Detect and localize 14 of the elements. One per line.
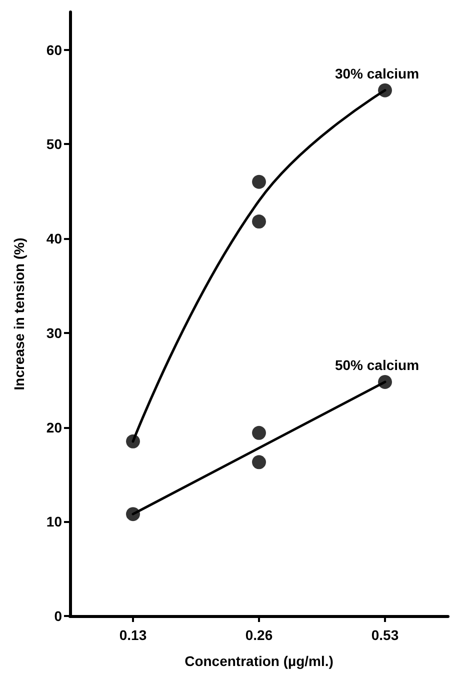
series-label: 30% calcium [334,65,420,82]
x-tick-label: 0.13 [119,627,147,643]
x-tick-label: 0.53 [371,627,399,643]
x-tick-label: 0.26 [245,627,273,643]
y-tick-label: 10 [46,514,62,530]
y-tick-label: 30 [46,324,62,341]
y-tick-label: 20 [46,419,62,436]
y-tick-label: 60 [46,42,62,58]
x-axis-title: Concentration (µg/ml.) [184,653,334,669]
y-tick-label: 50 [46,136,62,152]
series-label: 50% calcium [334,356,420,373]
y-tick-label: 0 [54,608,62,624]
y-axis-title: Increase in tension (%) [11,238,27,390]
y-tick-label: 40 [46,230,62,246]
